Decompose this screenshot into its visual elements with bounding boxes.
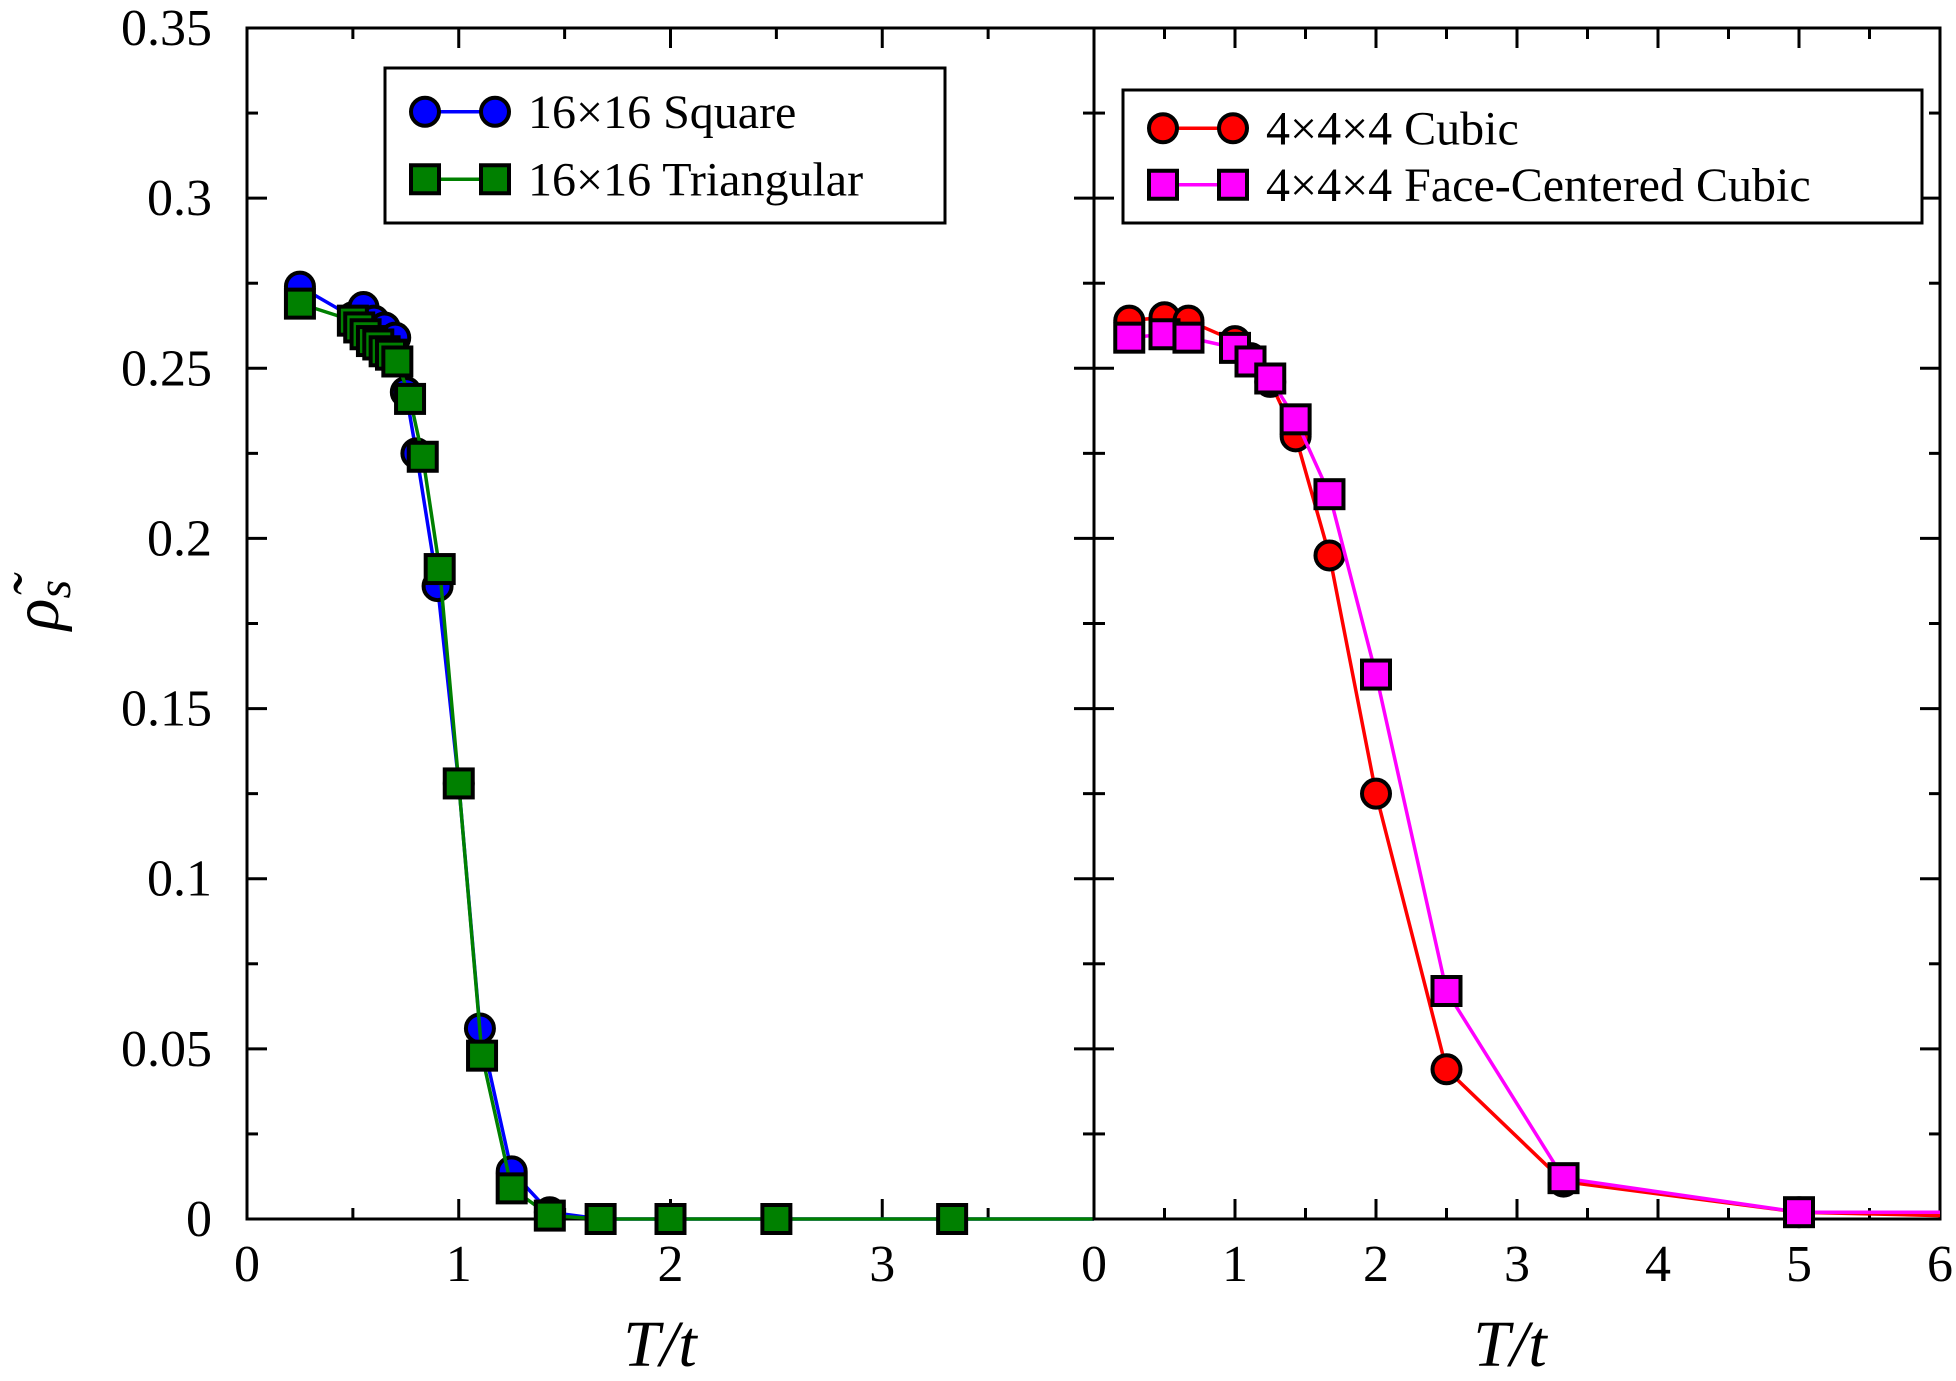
y-tick-label: 0.25 [121, 340, 212, 397]
data-point [533, 1199, 566, 1232]
legend-box [383, 66, 947, 225]
legend-marker [1217, 112, 1249, 145]
legend-marker [479, 163, 511, 196]
left-legend: 16×16 Square 16×16 Triangular [383, 66, 947, 225]
data-point [1360, 658, 1392, 691]
data-point [381, 345, 414, 378]
data-point [283, 287, 316, 320]
data-point [495, 1172, 528, 1205]
y-tick-label: 0 [186, 1191, 212, 1248]
data-point [1783, 1196, 1815, 1229]
legend-label: 4×4×4 Cubic [1266, 102, 1519, 155]
data-point [423, 553, 456, 586]
y-axis-title: ρ̃s [0, 572, 81, 633]
legend-marker [409, 163, 441, 196]
legend-marker [409, 95, 441, 128]
data-point [1234, 345, 1267, 378]
data-point [466, 1039, 499, 1072]
y-tick-label: 0.1 [147, 851, 212, 908]
series-line [299, 285, 1094, 1221]
x-tick-label: 4 [1645, 1236, 1671, 1293]
data-point [1313, 478, 1346, 511]
legend-label: 16×16 Square [528, 86, 796, 139]
x-tick-label: 0 [1081, 1236, 1107, 1293]
data-point [760, 1203, 793, 1235]
x-tick-label: 3 [869, 1236, 895, 1293]
data-point [394, 382, 427, 415]
x-tick-label: 6 [1927, 1236, 1953, 1293]
legend-marker [1147, 112, 1179, 145]
x-tick-label: 3 [1504, 1236, 1530, 1293]
legend-marker [479, 95, 511, 128]
x-tick-label: 5 [1786, 1236, 1812, 1293]
legend-label: 4×4×4 Face-Centered Cubic [1266, 159, 1811, 212]
data-point [584, 1203, 617, 1235]
series-left-0 [283, 270, 1094, 1235]
data-point [442, 767, 475, 800]
data-point [1113, 321, 1146, 354]
data-point [1360, 777, 1392, 810]
data-point [1279, 403, 1312, 436]
y-tick-label: 0.3 [147, 170, 212, 227]
y-tick-label: 0.05 [121, 1021, 212, 1078]
y-tick-label: 0.15 [121, 681, 212, 738]
data-point [936, 1203, 969, 1235]
left-x-axis-title: T/t [623, 1308, 698, 1381]
series-line [1129, 332, 1940, 1214]
right-x-axis-title: T/t [1473, 1308, 1548, 1381]
data-point [1172, 321, 1205, 354]
data-point [1254, 362, 1287, 395]
series-left-1 [283, 287, 1094, 1235]
left-panel: 0 1 2 3 0 0.05 0.1 0.15 0.2 0.25 0.3 0.35 16×16 Squa… [121, 0, 1096, 1293]
x-tick-label: 2 [658, 1236, 684, 1293]
legend-marker [1217, 168, 1249, 201]
legend-box [1121, 88, 1924, 225]
data-point [1430, 975, 1463, 1008]
data-point [406, 440, 439, 473]
series-line [1129, 315, 1941, 1218]
data-point [654, 1203, 687, 1235]
series-right-0 [1113, 301, 1941, 1229]
data-point [1547, 1162, 1580, 1195]
data-point [1313, 539, 1346, 572]
data-point [1430, 1053, 1463, 1086]
legend-marker [1147, 168, 1179, 201]
x-tick-label: 0 [234, 1236, 260, 1293]
y-tick-label: 0.2 [147, 510, 212, 567]
legend-label: 16×16 Triangular [528, 153, 863, 206]
x-tick-label: 1 [1222, 1236, 1248, 1293]
x-tick-label: 1 [446, 1236, 472, 1293]
y-tick-label: 0.35 [121, 0, 212, 57]
x-tick-label: 2 [1363, 1236, 1389, 1293]
series-right-1 [1113, 318, 1940, 1229]
